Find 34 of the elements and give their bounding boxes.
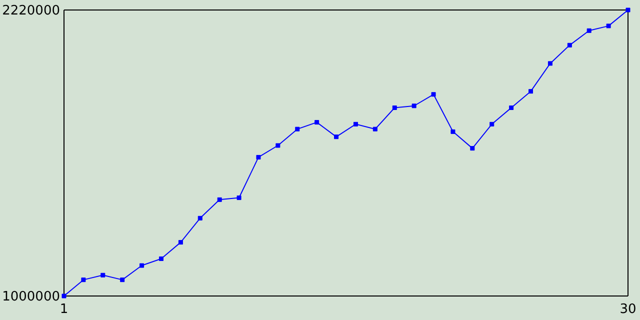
point [567, 42, 572, 48]
point [236, 196, 242, 200]
point [276, 143, 280, 148]
point [450, 129, 456, 134]
point [314, 120, 320, 125]
y-tick-label: 2220000 [2, 4, 60, 19]
point [62, 294, 66, 298]
point [100, 272, 106, 278]
point [490, 122, 494, 126]
point [586, 28, 592, 33]
point [353, 122, 358, 126]
point [606, 24, 611, 28]
point [431, 92, 436, 97]
point [372, 126, 378, 132]
x-tick-label: 30 [620, 302, 636, 317]
point [140, 263, 144, 268]
point [256, 154, 261, 160]
point [178, 240, 183, 245]
point [509, 106, 514, 110]
point [158, 256, 164, 261]
point [470, 146, 475, 151]
point [81, 278, 86, 282]
point [120, 278, 125, 282]
point [217, 197, 222, 202]
y-tick-label: 1000000 [2, 290, 60, 305]
point [392, 106, 397, 110]
point [626, 8, 630, 12]
point [334, 134, 339, 140]
point [295, 126, 300, 132]
point [548, 61, 552, 66]
point [412, 104, 416, 108]
point [528, 89, 534, 94]
x-tick-label: 1 [60, 302, 68, 317]
point [198, 216, 202, 220]
